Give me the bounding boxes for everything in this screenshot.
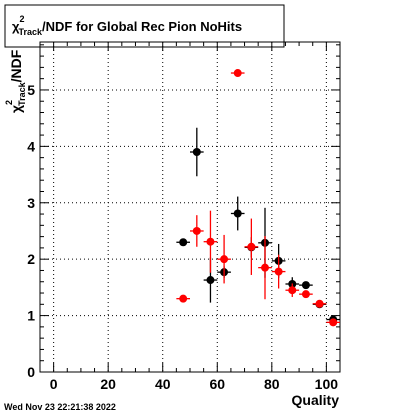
point-marker <box>220 255 229 264</box>
timestamp: Wed Nov 23 22:21:38 2022 <box>4 402 116 412</box>
x-tick-label: 0 <box>50 376 58 392</box>
data-point <box>312 299 327 308</box>
point-marker <box>261 263 269 272</box>
title-sup: 2 <box>19 14 24 24</box>
point-marker <box>192 148 201 156</box>
x-tick-label: 60 <box>209 376 225 392</box>
ylabel-prefix: χ <box>8 105 24 113</box>
axis-ticks: 0 20 40 60 80 100 0 1 2 3 4 5 <box>27 42 341 392</box>
x-tick-label: 40 <box>155 376 171 392</box>
y-tick-label: 4 <box>27 138 35 154</box>
point-marker <box>179 238 188 247</box>
point-marker <box>301 290 310 299</box>
data-point <box>299 281 313 290</box>
title-prefix: χ <box>12 19 20 34</box>
y-tick-label: 5 <box>27 82 35 98</box>
data-point <box>190 127 204 177</box>
title-rest: /NDF for Global Rec Pion NoHits <box>42 19 242 34</box>
data-point <box>176 238 190 247</box>
point-marker <box>233 209 242 218</box>
point-marker <box>247 242 256 251</box>
y-tick-label: 0 <box>27 364 35 380</box>
point-marker <box>206 276 215 285</box>
data-series <box>176 69 340 327</box>
y-tick-label: 2 <box>27 251 35 267</box>
plot-frame <box>39 41 341 373</box>
point-marker <box>329 318 338 327</box>
x-tick-label: 20 <box>100 376 116 392</box>
x-tick-label: 100 <box>315 376 339 392</box>
data-point <box>258 236 272 300</box>
series-2 <box>176 69 340 327</box>
x-tick-label: 80 <box>264 376 280 392</box>
x-axis-label: Quality <box>292 392 340 408</box>
y-tick-label: 3 <box>27 195 35 211</box>
point-marker <box>192 226 201 235</box>
title-box: χ2 Track/NDF for Global Rec Pion NoHits <box>4 4 285 48</box>
point-marker <box>288 286 297 295</box>
data-point <box>326 318 340 327</box>
series-1 <box>176 127 340 324</box>
ylabel-sup: 2 <box>4 100 14 105</box>
data-point <box>203 210 218 273</box>
data-point <box>244 218 259 275</box>
data-point <box>285 283 300 297</box>
ylabel-sub: Track <box>17 81 27 106</box>
point-marker <box>274 267 283 276</box>
ylabel-rest: /NDF <box>8 49 24 82</box>
y-tick-label: 1 <box>27 308 35 324</box>
point-marker <box>301 281 310 290</box>
data-point <box>176 294 190 303</box>
point-marker <box>315 299 324 308</box>
data-point <box>230 196 245 231</box>
plot-area: 0 20 40 60 80 100 0 1 2 3 4 5 <box>27 41 341 392</box>
data-point <box>230 69 245 78</box>
point-marker <box>179 294 188 303</box>
point-marker <box>206 237 215 246</box>
chart-title: χ2 Track/NDF for Global Rec Pion NoHits <box>12 14 242 37</box>
data-point <box>217 234 231 284</box>
point-marker <box>233 69 242 78</box>
data-point <box>190 215 204 247</box>
y-axis-label: χ2 Track/NDF <box>4 49 27 113</box>
data-point <box>299 290 313 299</box>
data-point <box>271 254 286 289</box>
title-sub: Track <box>19 27 44 37</box>
grid-lines <box>40 42 340 372</box>
